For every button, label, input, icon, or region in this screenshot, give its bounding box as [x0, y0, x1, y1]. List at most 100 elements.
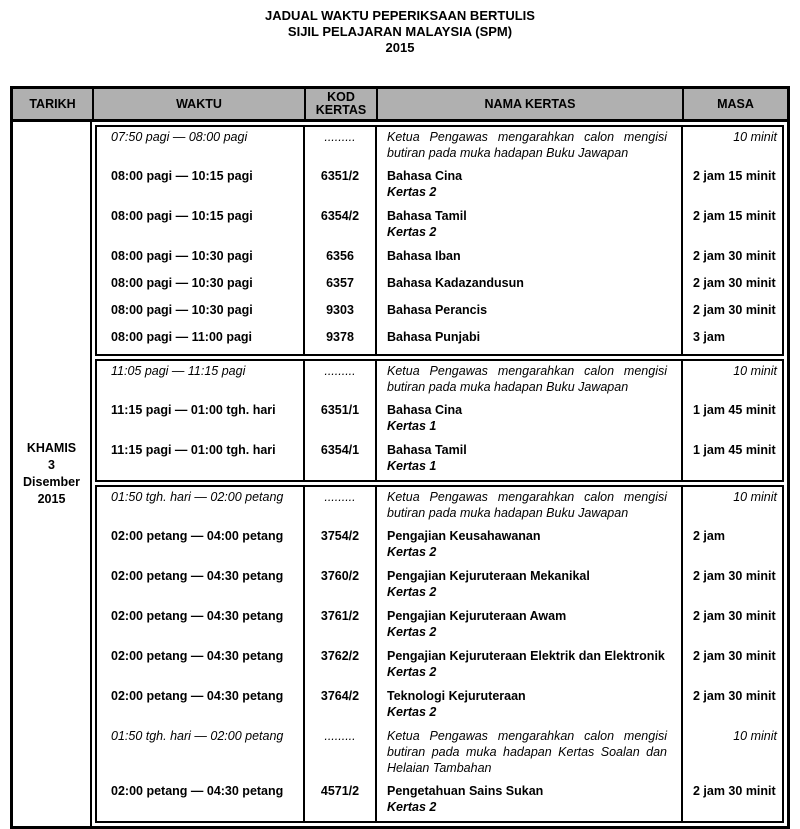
nama-kertas-cell: Bahasa Punjabi	[377, 327, 683, 354]
table-row: 02:00 petang — 04:00 petang 3754/2 Pengaji…	[97, 526, 782, 566]
nama-kertas-cell: Bahasa Iban	[377, 246, 683, 273]
paper-name: Bahasa Iban	[387, 249, 461, 263]
header-waktu: WAKTU	[94, 89, 306, 119]
table-row: 08:00 pagi — 10:15 pagi 6354/2 Bahasa Tami…	[97, 206, 782, 246]
masa-cell: 2 jam 30 minit	[693, 303, 776, 317]
kod-kertas-cell: 6354/1	[305, 440, 377, 480]
kod-kertas-cell: 6351/1	[305, 400, 377, 440]
nama-kertas-cell: Ketua Pengawas mengarahkan calon mengisi…	[377, 361, 683, 400]
header-nama-kertas: NAMA KERTAS	[378, 89, 684, 119]
paper-kertas-label: Kertas 2	[387, 185, 437, 199]
table-header-row: TARIKH WAKTU KOD KERTAS NAMA KERTAS MASA	[13, 89, 787, 122]
header-kod-line2: KERTAS	[315, 103, 367, 117]
kod-kertas-cell: 6354/2	[305, 206, 377, 246]
kod-kertas-cell: 3764/2	[305, 686, 377, 726]
masa-cell: 2 jam 30 minit	[693, 569, 776, 583]
title-line-2: SIJIL PELAJARAN MALAYSIA (SPM)	[287, 24, 513, 39]
nama-kertas-cell: Bahasa Cina Kertas 2	[377, 166, 683, 206]
kod-kertas-cell: 6351/2	[305, 166, 377, 206]
paper-name: Bahasa Perancis	[387, 303, 488, 317]
table-row: 08:00 pagi — 11:00 pagi 9378 Bahasa Punjab…	[97, 327, 782, 354]
waktu-cell: 08:00 pagi — 10:15 pagi	[97, 166, 305, 206]
waktu-cell: 02:00 petang — 04:30 petang	[97, 781, 305, 821]
table-body: KHAMIS 3 Disember 2015 07:50 pagi — 08:0…	[13, 122, 787, 826]
tarikh-cell: KHAMIS 3 Disember 2015	[13, 122, 92, 826]
waktu-cell: 08:00 pagi — 10:30 pagi	[97, 246, 305, 273]
waktu-cell: 02:00 petang — 04:30 petang	[97, 646, 305, 686]
kod-kertas-cell: 9378	[305, 327, 377, 354]
paper-name: Bahasa Tamil	[387, 443, 467, 457]
header-kod-kertas: KOD KERTAS	[306, 89, 378, 119]
masa-cell: 2 jam 30 minit	[693, 689, 776, 703]
masa-cell: 2 jam 30 minit	[693, 609, 776, 623]
table-row: 01:50 tgh. hari — 02:00 petang......... K…	[97, 487, 782, 526]
kod-kertas-cell: 3760/2	[305, 566, 377, 606]
masa-cell: 2 jam	[693, 529, 725, 543]
kod-kertas-cell: .........	[305, 726, 377, 781]
nama-kertas-cell: Bahasa Tamil Kertas 1	[377, 440, 683, 480]
paper-kertas-label: Kertas 2	[387, 705, 437, 719]
kod-kertas-cell: .........	[305, 487, 377, 526]
nama-kertas-cell: Bahasa Tamil Kertas 2	[377, 206, 683, 246]
paper-kertas-label: Kertas 1	[387, 459, 437, 473]
sections-container: 07:50 pagi — 08:00 pagi......... Ketua Pe…	[92, 122, 787, 826]
waktu-cell: 02:00 petang — 04:30 petang	[97, 566, 305, 606]
nama-kertas-cell: Ketua Pengawas mengarahkan calon mengisi…	[377, 127, 683, 166]
masa-cell: 2 jam 30 minit	[693, 649, 776, 663]
kod-kertas-cell: .........	[305, 361, 377, 400]
paper-kertas-label: Kertas 2	[387, 585, 437, 599]
table-row: 08:00 pagi — 10:30 pagi 6357 Bahasa Kadaza…	[97, 273, 782, 300]
paper-kertas-label: Kertas 1	[387, 419, 437, 433]
masa-cell: 10 minit	[733, 729, 777, 743]
paper-kertas-label: Kertas 2	[387, 625, 437, 639]
header-tarikh: TARIKH	[13, 89, 94, 119]
kod-kertas-cell: 4571/2	[305, 781, 377, 821]
waktu-cell: 11:15 pagi — 01:00 tgh. hari	[97, 440, 305, 480]
masa-cell: 2 jam 15 minit	[693, 169, 776, 183]
nama-kertas-cell: Pengajian Kejuruteraan Elektrik dan Elek…	[377, 646, 683, 686]
tarikh-date: 3	[48, 458, 55, 472]
kod-kertas-cell: 6357	[305, 273, 377, 300]
table-row: 08:00 pagi — 10:15 pagi 6351/2 Bahasa Cina…	[97, 166, 782, 206]
paper-name: Pengajian Keusahawanan	[387, 529, 541, 543]
paper-name: Bahasa Tamil	[387, 209, 467, 223]
kod-kertas-cell: 3754/2	[305, 526, 377, 566]
masa-cell: 2 jam 30 minit	[693, 784, 776, 798]
paper-name: Pengajian Kejuruteraan Mekanikal	[387, 569, 590, 583]
nama-kertas-cell: Pengajian Keusahawanan Kertas 2	[377, 526, 683, 566]
kod-kertas-cell: 3762/2	[305, 646, 377, 686]
tarikh-month: Disember	[23, 475, 80, 489]
masa-cell: 10 minit	[733, 364, 777, 378]
paper-name: Teknologi Kejuruteraan	[387, 689, 526, 703]
nama-kertas-cell: Pengajian Kejuruteraan Awam Kertas 2	[377, 606, 683, 646]
nama-kertas-cell: Teknologi Kejuruteraan Kertas 2	[377, 686, 683, 726]
header-kod-line1: KOD	[327, 90, 355, 104]
title-line-3: 2015	[385, 40, 415, 55]
waktu-cell: 07:50 pagi — 08:00 pagi	[97, 127, 305, 166]
table-row: 11:05 pagi — 11:15 pagi......... Ketua Pe…	[97, 361, 782, 400]
table-row: 11:15 pagi — 01:00 tgh. hari 6351/1 Bahasa…	[97, 400, 782, 440]
table-row: 02:00 petang — 04:30 petang 3762/2 Pengaji…	[97, 646, 782, 686]
paper-name: Ketua Pengawas mengarahkan calon mengisi…	[387, 490, 667, 520]
waktu-cell: 08:00 pagi — 10:15 pagi	[97, 206, 305, 246]
nama-kertas-cell: Pengajian Kejuruteraan Mekanikal Kertas 2	[377, 566, 683, 606]
paper-name: Pengajian Kejuruteraan Elektrik dan Elek…	[387, 649, 665, 663]
table-row: 08:00 pagi — 10:30 pagi 6356 Bahasa Iban 2 …	[97, 246, 782, 273]
waktu-cell: 08:00 pagi — 10:30 pagi	[97, 300, 305, 327]
paper-name: Bahasa Cina	[387, 403, 463, 417]
table-row: 11:15 pagi — 01:00 tgh. hari 6354/1 Bahasa…	[97, 440, 782, 480]
paper-kertas-label: Kertas 2	[387, 225, 437, 239]
paper-kertas-label: Kertas 2	[387, 665, 437, 679]
document-title: JADUAL WAKTU PEPERIKSAAN BERTULIS SIJIL …	[0, 0, 800, 56]
paper-name: Pengetahuan Sains Sukan	[387, 784, 544, 798]
masa-cell: 10 minit	[733, 130, 777, 144]
paper-kertas-label: Kertas 2	[387, 545, 437, 559]
paper-name: Ketua Pengawas mengarahkan calon mengisi…	[387, 729, 667, 775]
waktu-cell: 01:50 tgh. hari — 02:00 petang	[97, 487, 305, 526]
paper-name: Pengajian Kejuruteraan Awam	[387, 609, 567, 623]
nama-kertas-cell: Pengetahuan Sains Sukan Kertas 2	[377, 781, 683, 821]
waktu-cell: 08:00 pagi — 11:00 pagi	[97, 327, 305, 354]
tarikh-day: KHAMIS	[26, 441, 77, 455]
nama-kertas-cell: Bahasa Cina Kertas 1	[377, 400, 683, 440]
